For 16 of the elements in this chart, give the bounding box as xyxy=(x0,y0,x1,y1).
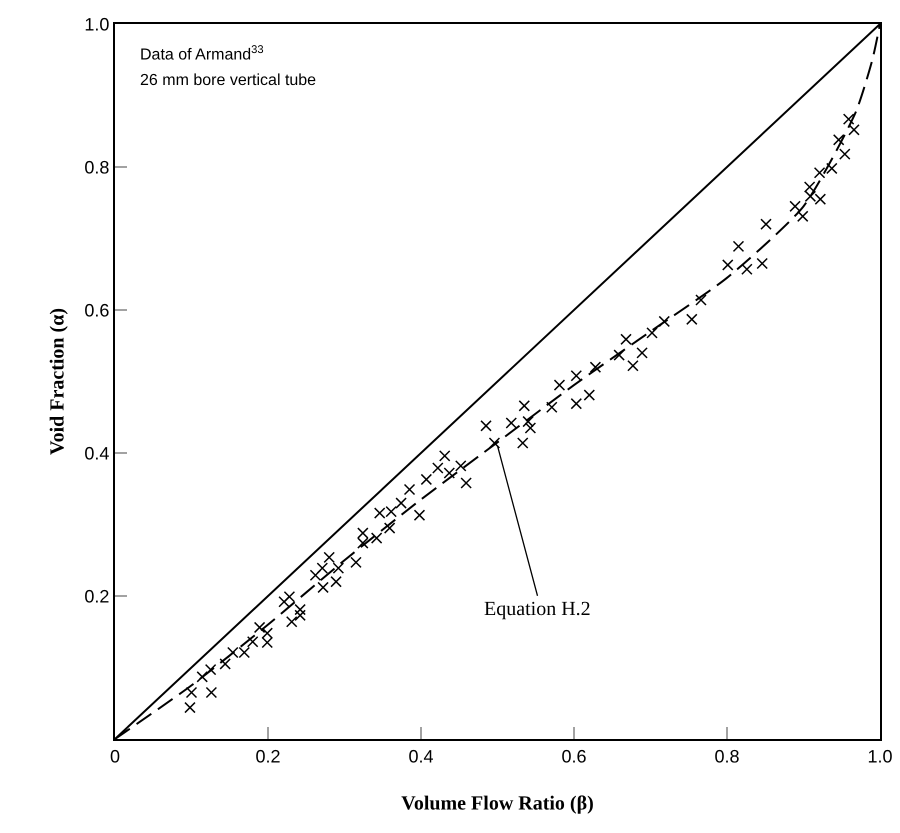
y-tick-label: 0.4 xyxy=(84,443,110,464)
annotation: Equation H.2 xyxy=(484,598,591,620)
annotation: 26 mm bore vertical tube xyxy=(140,72,316,89)
y-tick-label: 1.0 xyxy=(84,14,110,34)
x-tick-label: 0.8 xyxy=(714,746,740,767)
y-tick-label: 0.8 xyxy=(84,157,110,178)
x-axis-title: Volume Flow Ratio (β) xyxy=(401,792,594,815)
x-tick-label: 0.2 xyxy=(255,746,281,767)
y-axis-title: Void Fraction (α) xyxy=(46,308,68,456)
x-tick-label: 0.6 xyxy=(561,746,587,767)
x-tick-label: 1.0 xyxy=(867,746,893,767)
annotation: Data of Armand$^{33}$ xyxy=(140,44,264,64)
x-tick-label: 0.4 xyxy=(408,746,434,767)
y-tick-label: 0.2 xyxy=(84,586,110,606)
x-tick-label: 0 xyxy=(110,746,120,767)
y-tick-label: 0.6 xyxy=(84,300,110,320)
